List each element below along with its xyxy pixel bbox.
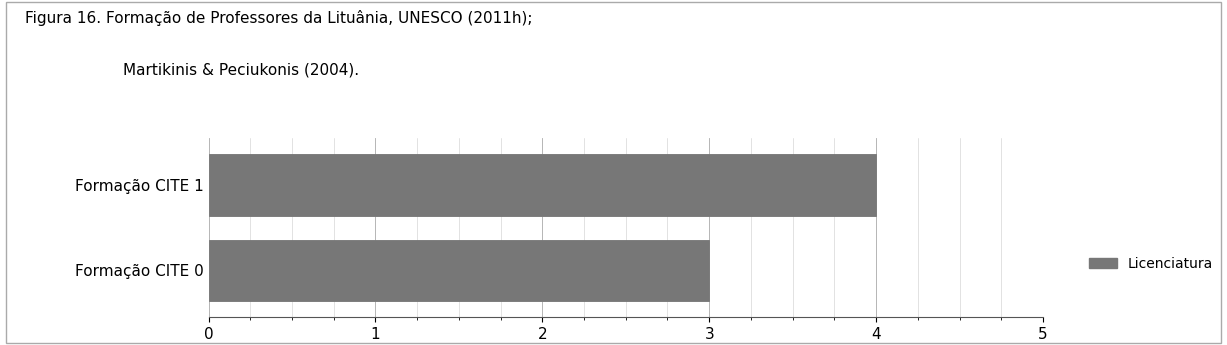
Bar	[209, 240, 709, 301]
Legend: Licenciatura: Licenciatura	[1083, 251, 1218, 276]
Bar	[209, 154, 876, 216]
Text: Figura 16. Formação de Professores da Lituânia, UNESCO (2011h);: Figura 16. Formação de Professores da Li…	[25, 10, 533, 26]
Text: Martikinis & Peciukonis (2004).: Martikinis & Peciukonis (2004).	[123, 62, 358, 77]
